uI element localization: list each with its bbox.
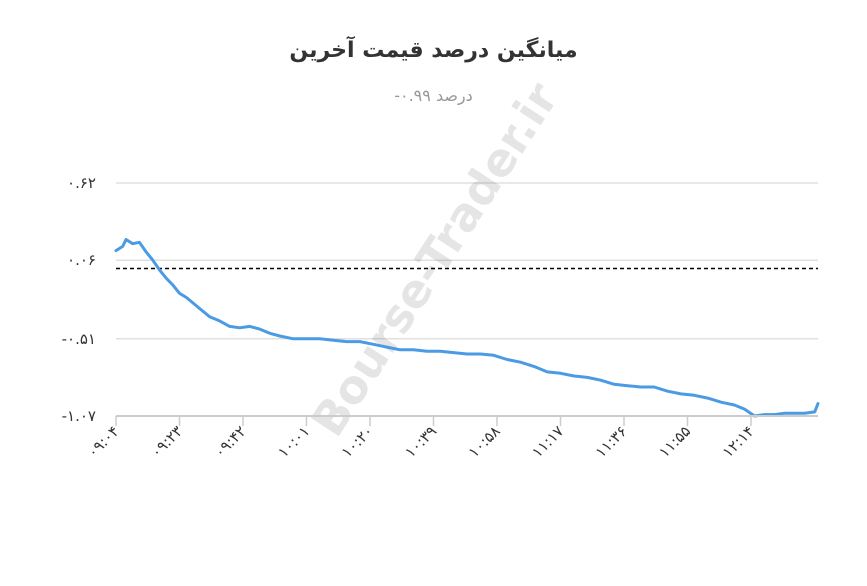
y-tick-label: ۰.۰۶ [67,251,96,269]
x-tick-label: ۱۰:۰۱ [274,422,313,461]
chart-subtitle: درصد ۰.۹۹- [394,86,473,105]
x-tick-label: ۱۱:۱۷ [528,422,567,461]
y-tick-label: -۱.۰۷ [62,407,96,425]
x-tick-label: ۰۹:۴۲ [211,422,250,461]
y-tick-label: ۰.۶۲ [67,174,96,192]
watermark: Bourse-Trader.ir [300,73,568,446]
x-tick-label: ۱۰:۳۹ [401,422,440,461]
chart-title: میانگین درصد قیمت آخرین [289,38,578,63]
x-tick-label: ۰۹:۲۳ [147,422,186,461]
x-tick-label: ۱۲:۱۴ [719,422,758,461]
y-tick-label: -۰.۵۱ [62,330,96,348]
x-tick-label: ۰۹:۰۴ [84,422,123,461]
x-tick-label: ۱۱:۵۵ [655,422,694,461]
x-tick-label: ۱۰:۵۸ [465,422,504,461]
x-tick-label: ۱۱:۳۶ [592,422,631,461]
series-line [114,238,820,418]
